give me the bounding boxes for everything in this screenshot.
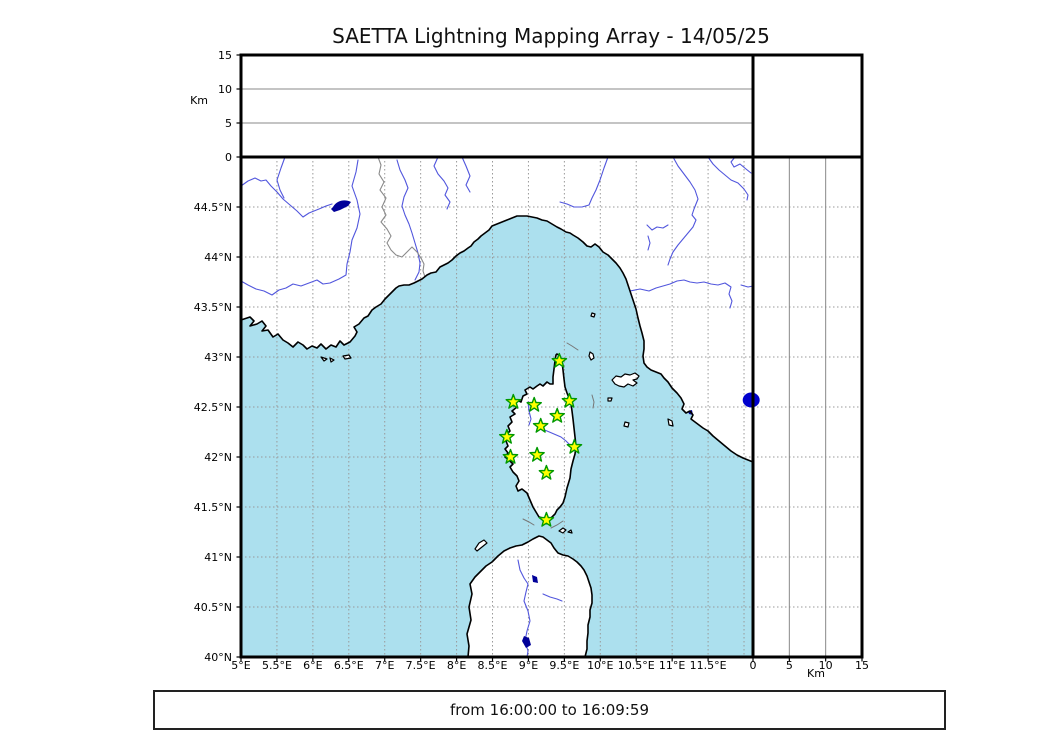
- svg-text:42°N: 42°N: [204, 451, 232, 464]
- lma-station-marker: [529, 446, 545, 462]
- svg-text:10: 10: [218, 83, 232, 96]
- svg-text:44°N: 44°N: [204, 251, 232, 264]
- svg-text:6°E: 6°E: [303, 659, 322, 672]
- svg-text:9°E: 9°E: [519, 659, 538, 672]
- stations-layer: [499, 352, 760, 527]
- svg-text:40.5°N: 40.5°N: [194, 601, 232, 614]
- svg-text:43°N: 43°N: [204, 351, 232, 364]
- svg-text:41.5°N: 41.5°N: [194, 501, 232, 514]
- lma-station-marker: [526, 396, 542, 412]
- svg-text:42.5°N: 42.5°N: [194, 401, 232, 414]
- lma-station-marker: [538, 511, 555, 527]
- axis-labels: 44.5°N 44°N 43.5°N 43°N 42.5°N 42°N 41.5°N 41°N…: [194, 49, 869, 672]
- svg-text:9.5°E: 9.5°E: [549, 659, 579, 672]
- lma-station-marker: [551, 352, 568, 368]
- altitude-axis-label-top: Km: [190, 94, 208, 107]
- svg-text:7.5°E: 7.5°E: [406, 659, 436, 672]
- svg-text:43.5°N: 43.5°N: [194, 301, 232, 314]
- country-border: [377, 156, 595, 529]
- svg-text:5: 5: [786, 659, 793, 672]
- svg-text:0: 0: [225, 151, 232, 164]
- lma-station-marker: [538, 464, 555, 480]
- lma-station-marker: [561, 392, 578, 408]
- lma-station-marker: [566, 438, 583, 454]
- svg-text:5.5°E: 5.5°E: [262, 659, 292, 672]
- grid-lines: [241, 88, 862, 657]
- svg-text:5°E: 5°E: [231, 659, 250, 672]
- plot-title: SAETTA Lightning Mapping Array - 14/05/2…: [332, 24, 770, 48]
- svg-text:15: 15: [855, 659, 869, 672]
- lma-station-marker: [532, 417, 549, 433]
- svg-text:44.5°N: 44.5°N: [194, 201, 232, 214]
- lightning-source-dot: [742, 392, 760, 408]
- svg-text:10.5°E: 10.5°E: [618, 659, 655, 672]
- svg-text:7°E: 7°E: [375, 659, 394, 672]
- svg-text:15: 15: [218, 49, 232, 62]
- lma-station-marker: [499, 428, 515, 444]
- time-range-box: from 16:00:00 to 16:09:59: [153, 690, 946, 730]
- svg-text:8°E: 8°E: [447, 659, 466, 672]
- svg-text:11.5°E: 11.5°E: [690, 659, 727, 672]
- svg-text:6.5°E: 6.5°E: [334, 659, 364, 672]
- axis-ticks: [236, 54, 863, 662]
- altitude-axis-label-right: Km: [807, 667, 825, 680]
- lma-station-marker: [549, 407, 565, 423]
- svg-text:0: 0: [750, 659, 757, 672]
- svg-text:8.5°E: 8.5°E: [478, 659, 508, 672]
- svg-text:41°N: 41°N: [204, 551, 232, 564]
- time-range-text: from 16:00:00 to 16:09:59: [449, 701, 649, 719]
- lma-station-marker: [502, 448, 519, 464]
- svg-text:40°N: 40°N: [204, 651, 232, 664]
- svg-text:10°E: 10°E: [587, 659, 613, 672]
- svg-text:11°E: 11°E: [659, 659, 685, 672]
- lma-station-marker: [505, 393, 522, 409]
- svg-text:10: 10: [819, 659, 833, 672]
- svg-text:5: 5: [225, 117, 232, 130]
